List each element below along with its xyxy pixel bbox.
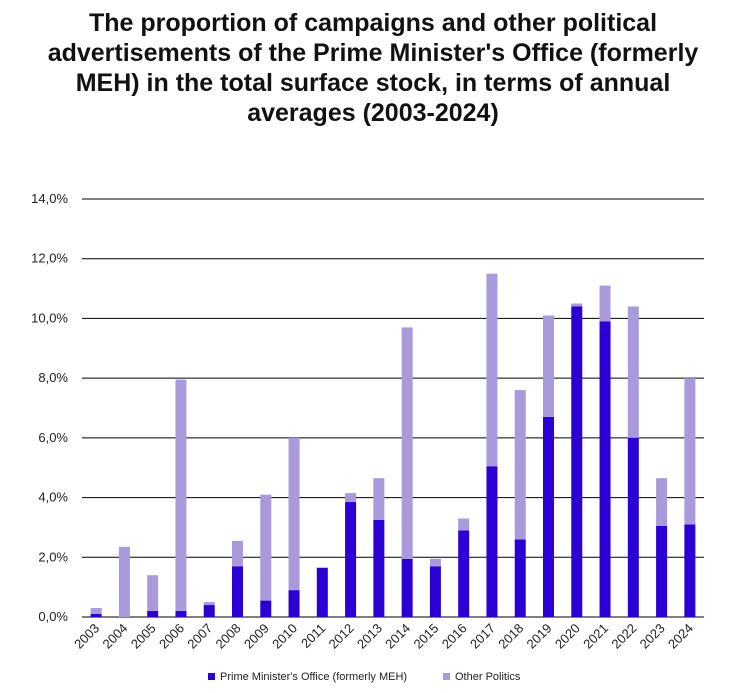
x-tick-label: 2016 — [439, 621, 470, 652]
y-tick-label: 14,0% — [31, 191, 68, 206]
legend-label: Prime Minister's Office (formerly MEH) — [220, 671, 407, 683]
y-tick-label: 8,0% — [38, 370, 68, 385]
bar-other-2019 — [543, 315, 554, 417]
y-tick-label: 10,0% — [31, 310, 68, 325]
x-tick-label: 2017 — [467, 621, 498, 652]
bar-pmo-2017 — [486, 466, 498, 617]
bar-pmo-2012 — [345, 502, 357, 617]
x-tick-label: 2022 — [608, 621, 639, 652]
x-tick-label: 2005 — [128, 621, 159, 652]
bar-pmo-2016 — [458, 530, 470, 617]
x-tick-label: 2021 — [580, 621, 611, 652]
bars — [90, 273, 696, 617]
y-tick-label: 4,0% — [38, 490, 68, 505]
bar-pmo-2010 — [288, 590, 300, 617]
bar-other-2018 — [514, 390, 526, 540]
bar-pmo-2015 — [429, 566, 441, 617]
bar-pmo-2005 — [147, 611, 159, 617]
x-tick-label: 2013 — [354, 621, 385, 652]
x-tick-label: 2010 — [269, 621, 300, 652]
bar-other-2017 — [486, 273, 498, 467]
bar-other-2024 — [684, 378, 696, 525]
bar-pmo-2003 — [90, 614, 102, 617]
gridlines — [82, 198, 704, 618]
x-tick-label: 2006 — [156, 621, 187, 652]
bar-pmo-2011 — [316, 567, 328, 617]
x-tick-label: 2024 — [665, 621, 696, 652]
bar-other-2008 — [232, 540, 243, 567]
x-axis-ticks: 2003200420052006200720082009201020112012… — [71, 621, 696, 652]
y-tick-label: 0,0% — [38, 609, 68, 624]
bar-pmo-2021 — [599, 321, 611, 617]
bar-other-2005 — [147, 575, 159, 612]
bar-pmo-2022 — [627, 437, 639, 617]
bar-other-2022 — [627, 306, 639, 438]
bar-pmo-2014 — [401, 558, 413, 617]
bar-pmo-2020 — [571, 306, 583, 617]
x-tick-label: 2011 — [298, 621, 328, 651]
y-tick-label: 6,0% — [38, 430, 68, 445]
legend-label: Other Politics — [455, 671, 521, 683]
x-tick-label: 2007 — [184, 621, 215, 652]
x-tick-label: 2012 — [326, 621, 357, 652]
bar-other-2021 — [599, 285, 611, 322]
bar-other-2006 — [175, 379, 187, 612]
legend-swatch — [443, 673, 450, 680]
y-axis-ticks: 0,0% 2,0% 4,0% 6,0% 8,0% 10,0% 12,0% 14,0% — [31, 191, 68, 624]
bar-pmo-2019 — [543, 416, 554, 617]
bar-pmo-2013 — [373, 519, 385, 617]
bar-other-2016 — [458, 518, 470, 531]
x-tick-label: 2019 — [524, 621, 555, 652]
bar-pmo-2018 — [514, 539, 526, 617]
x-tick-label: 2004 — [99, 621, 130, 652]
legend-swatch — [208, 673, 215, 680]
bar-pmo-2006 — [175, 611, 187, 617]
bar-other-2020 — [571, 303, 583, 307]
bar-pmo-2008 — [232, 566, 243, 617]
bar-pmo-2023 — [656, 525, 668, 617]
bar-pmo-2024 — [684, 524, 696, 617]
bar-other-2023 — [656, 478, 668, 526]
bar-other-2007 — [203, 602, 215, 606]
x-tick-label: 2008 — [213, 621, 244, 652]
x-tick-label: 2003 — [71, 621, 102, 652]
x-tick-label: 2020 — [552, 621, 583, 652]
bar-other-2015 — [429, 558, 441, 567]
bar-other-2009 — [260, 494, 272, 601]
bar-other-2004 — [118, 546, 130, 617]
x-tick-label: 2014 — [382, 621, 413, 652]
x-tick-label: 2009 — [241, 621, 272, 652]
y-tick-label: 2,0% — [38, 549, 68, 564]
bar-other-2013 — [373, 478, 385, 520]
bar-other-2012 — [345, 493, 357, 503]
bar-other-2010 — [288, 437, 300, 591]
bar-pmo-2009 — [260, 600, 272, 617]
x-tick-label: 2018 — [495, 621, 526, 652]
x-tick-label: 2023 — [637, 621, 668, 652]
bar-other-2014 — [401, 327, 413, 559]
bar-pmo-2007 — [203, 605, 215, 617]
chart-title: The proportion of campaigns and other po… — [47, 9, 699, 127]
y-tick-label: 12,0% — [31, 251, 68, 266]
legend: Prime Minister's Office (formerly MEH) Ot… — [208, 671, 521, 683]
bar-other-2003 — [90, 608, 102, 615]
x-tick-label: 2015 — [410, 621, 441, 652]
